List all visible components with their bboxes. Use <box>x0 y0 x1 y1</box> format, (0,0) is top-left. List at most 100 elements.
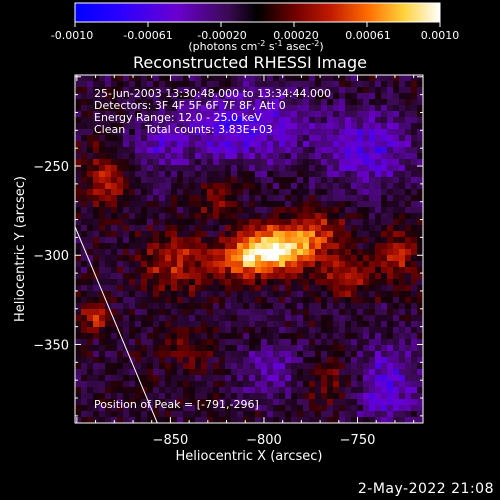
image-pixel <box>309 255 316 262</box>
image-pixel <box>249 129 256 136</box>
image-pixel <box>141 261 148 268</box>
image-pixel <box>75 177 82 184</box>
image-pixel <box>153 351 160 358</box>
image-pixel <box>381 243 388 250</box>
image-pixel <box>327 333 334 340</box>
image-pixel <box>81 291 88 298</box>
image-pixel <box>291 219 298 226</box>
image-pixel <box>111 381 118 388</box>
image-pixel <box>225 405 232 412</box>
image-pixel <box>369 261 376 268</box>
image-pixel <box>183 129 190 136</box>
image-pixel <box>303 417 310 423</box>
image-pixel <box>171 135 178 142</box>
image-pixel <box>87 351 94 358</box>
image-pixel <box>159 135 166 142</box>
image-pixel <box>117 171 124 178</box>
image-pixel <box>255 213 262 220</box>
image-pixel <box>93 177 100 184</box>
image-pixel <box>81 363 88 370</box>
image-pixel <box>303 237 310 244</box>
image-pixel <box>345 177 352 184</box>
image-pixel <box>123 135 130 142</box>
image-pixel <box>123 303 130 310</box>
image-pixel <box>171 417 178 423</box>
image-pixel <box>279 351 286 358</box>
image-pixel <box>297 255 304 262</box>
image-pixel <box>363 171 370 178</box>
image-pixel <box>411 105 418 112</box>
image-pixel <box>195 219 202 226</box>
image-pixel <box>357 279 364 286</box>
image-pixel <box>303 381 310 388</box>
image-pixel <box>333 357 340 364</box>
image-pixel <box>129 231 136 238</box>
image-pixel <box>405 327 412 334</box>
image-pixel <box>189 399 196 406</box>
image-pixel <box>357 207 364 214</box>
image-pixel <box>285 147 292 154</box>
image-pixel <box>321 123 328 130</box>
image-pixel <box>147 153 154 160</box>
image-pixel <box>81 315 88 322</box>
image-pixel <box>171 219 178 226</box>
image-pixel <box>171 255 178 262</box>
image-pixel <box>81 399 88 406</box>
image-pixel <box>183 387 190 394</box>
image-pixel <box>243 225 250 232</box>
image-pixel <box>405 351 412 358</box>
image-pixel <box>213 267 220 274</box>
image-pixel <box>177 123 184 130</box>
image-pixel <box>153 231 160 238</box>
image-pixel <box>105 375 112 382</box>
image-pixel <box>333 279 340 286</box>
image-pixel <box>411 231 418 238</box>
image-pixel <box>165 321 172 328</box>
image-pixel <box>315 249 322 256</box>
image-pixel <box>327 405 334 412</box>
image-pixel <box>207 249 214 256</box>
image-pixel <box>315 99 322 106</box>
image-pixel <box>111 135 118 142</box>
image-pixel <box>231 297 238 304</box>
image-pixel <box>177 153 184 160</box>
image-pixel <box>417 99 423 106</box>
image-pixel <box>135 315 142 322</box>
image-pixel <box>285 369 292 376</box>
image-pixel <box>285 189 292 196</box>
image-pixel <box>285 291 292 298</box>
image-pixel <box>255 159 262 166</box>
image-pixel <box>297 261 304 268</box>
image-pixel <box>387 279 394 286</box>
image-pixel <box>99 153 106 160</box>
image-pixel <box>345 129 352 136</box>
image-pixel <box>159 303 166 310</box>
image-pixel <box>207 393 214 400</box>
image-pixel <box>147 387 154 394</box>
image-pixel <box>357 393 364 400</box>
image-pixel <box>99 261 106 268</box>
image-pixel <box>393 171 400 178</box>
image-pixel <box>267 165 274 172</box>
image-pixel <box>141 243 148 250</box>
image-pixel <box>177 87 184 94</box>
image-pixel <box>207 177 214 184</box>
image-pixel <box>309 321 316 328</box>
image-pixel <box>189 75 196 82</box>
image-pixel <box>255 255 262 262</box>
image-pixel <box>153 147 160 154</box>
image-pixel <box>153 357 160 364</box>
image-pixel <box>327 159 334 166</box>
image-pixel <box>351 369 358 376</box>
image-pixel <box>375 387 382 394</box>
image-pixel <box>333 153 340 160</box>
image-pixel <box>183 243 190 250</box>
image-pixel <box>237 141 244 148</box>
image-pixel <box>117 405 124 412</box>
image-pixel <box>405 321 412 328</box>
image-pixel <box>99 297 106 304</box>
image-pixel <box>237 255 244 262</box>
image-pixel <box>243 405 250 412</box>
image-pixel <box>399 267 406 274</box>
image-pixel <box>417 135 423 142</box>
